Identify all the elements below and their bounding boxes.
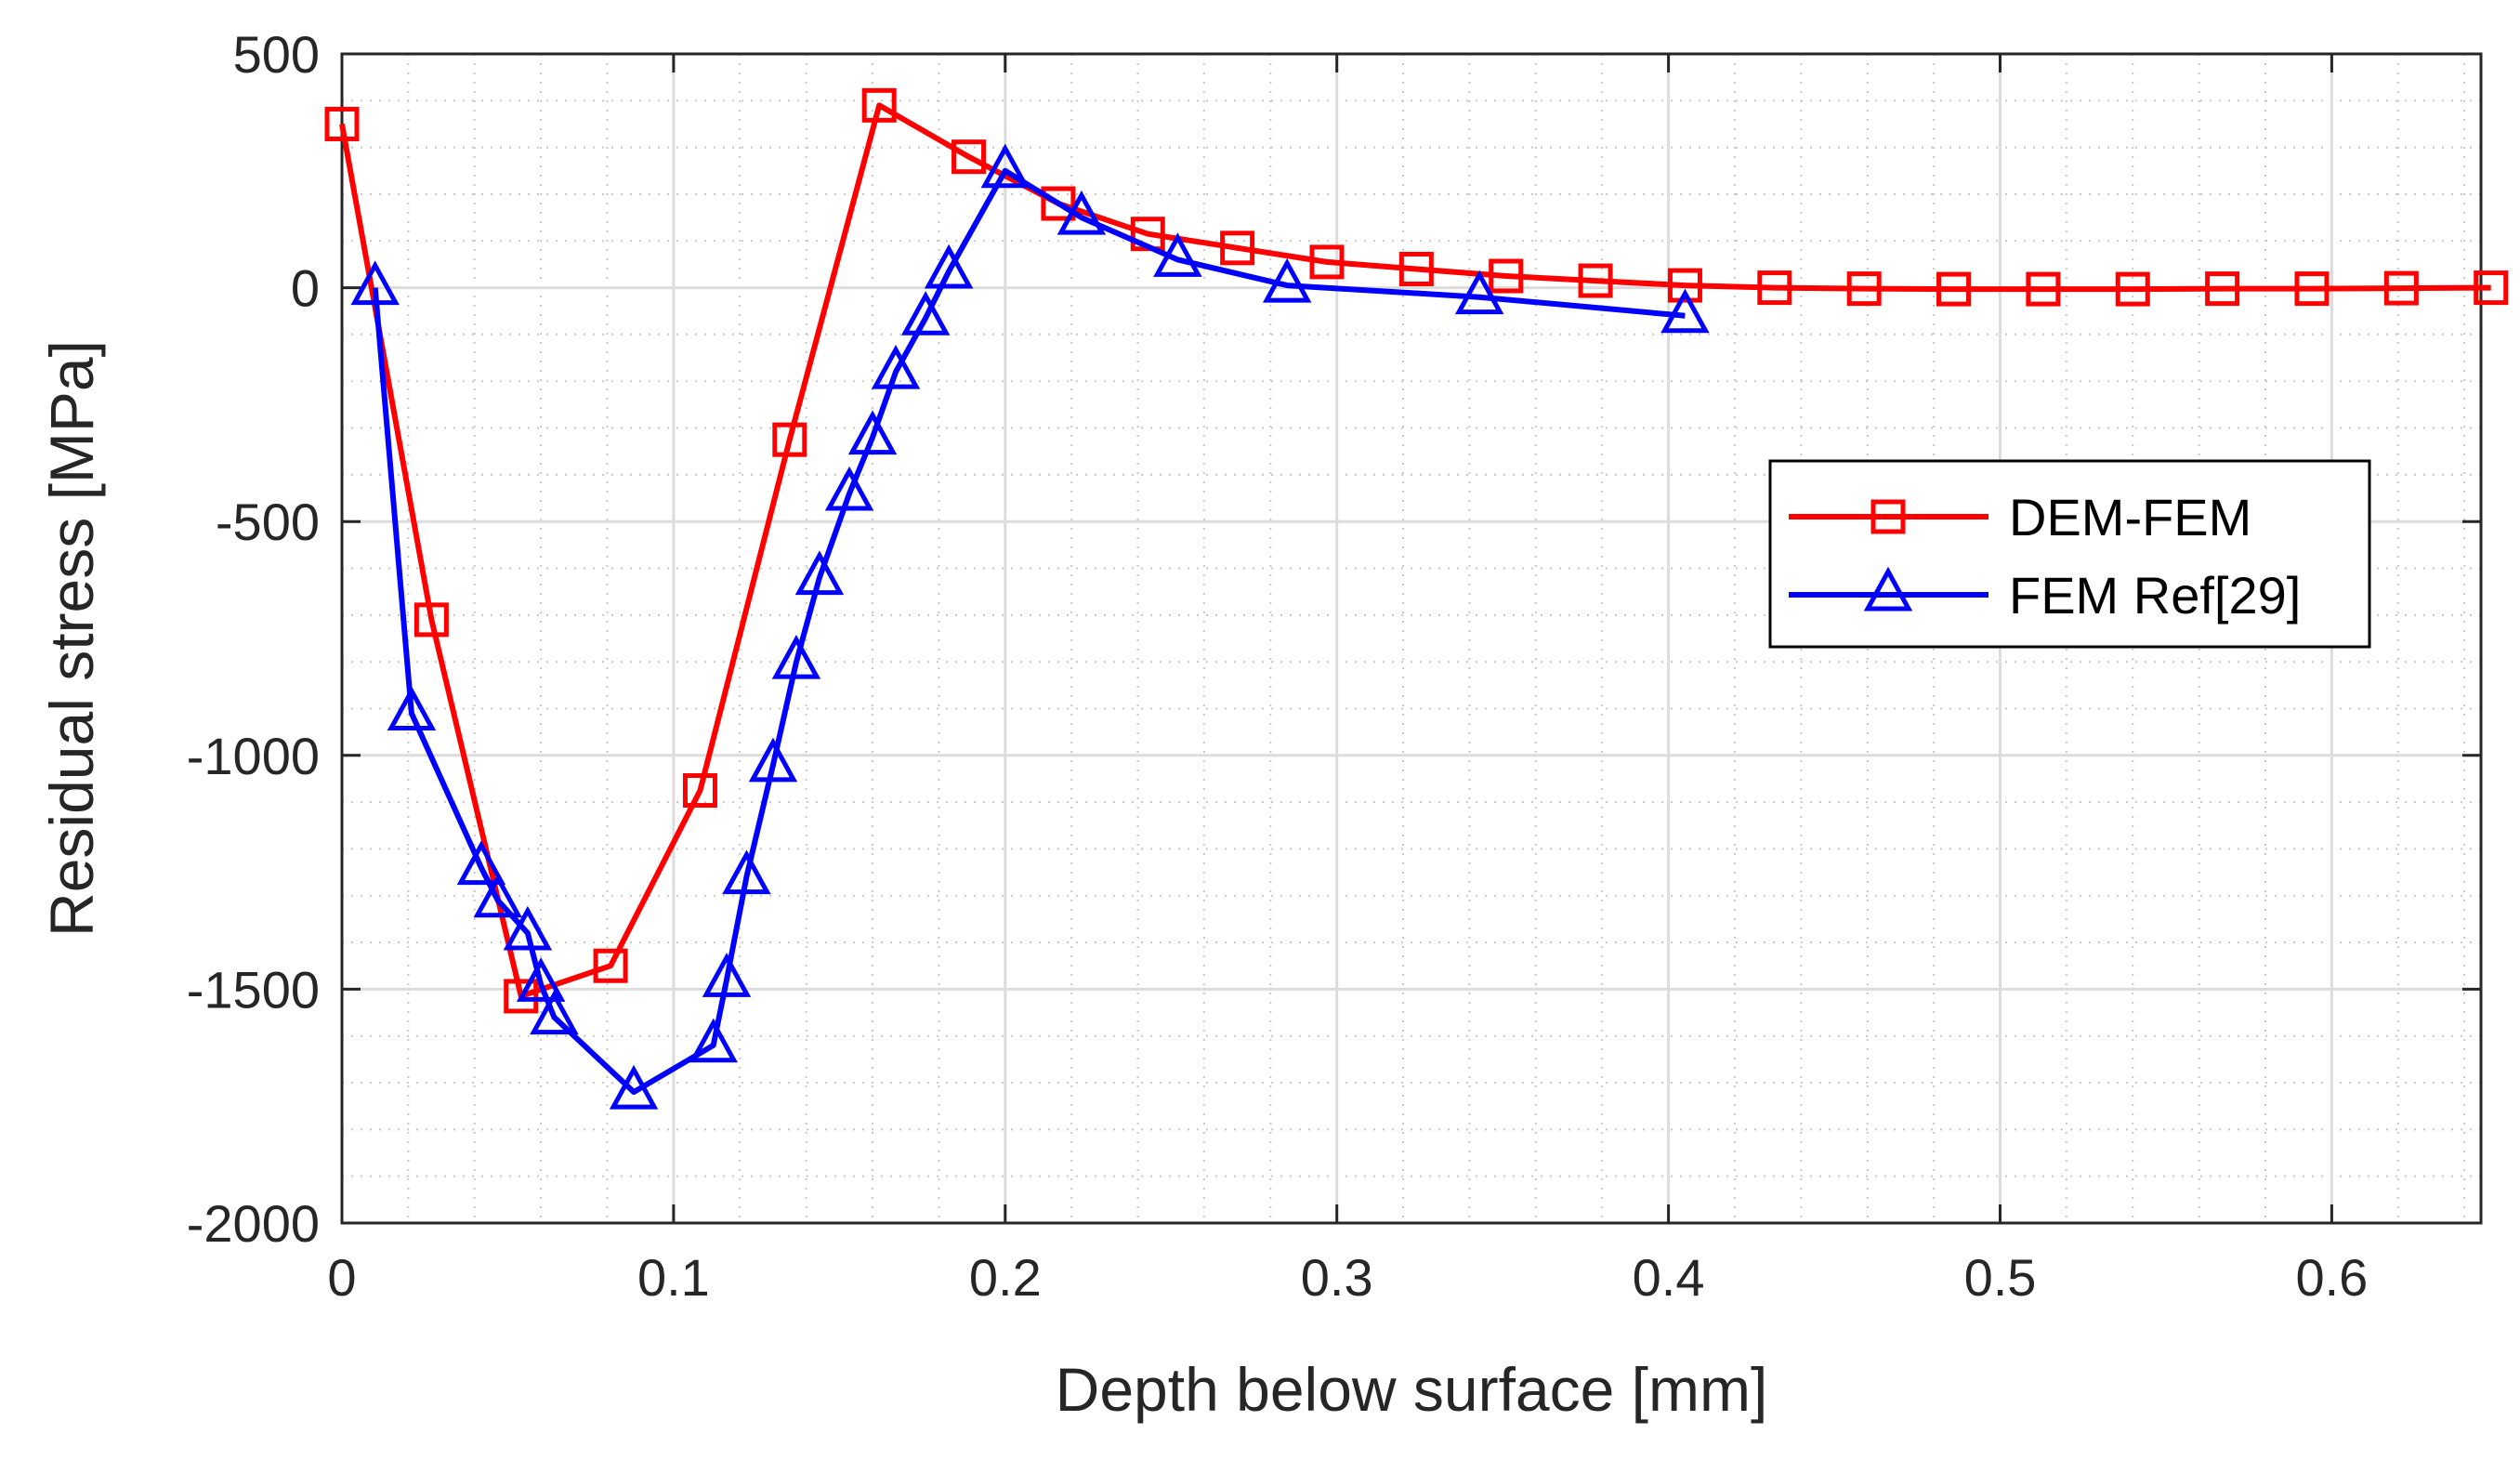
data-point-fem-ref-29 xyxy=(516,957,566,1002)
data-point-fem-ref-29 xyxy=(900,291,951,335)
series-dem-fem xyxy=(324,87,2509,1014)
x-tick-label: 0.4 xyxy=(1633,1248,1705,1307)
y-tick-label: -1000 xyxy=(187,727,320,785)
data-point-dem-fem xyxy=(772,422,807,457)
data-point-dem-fem xyxy=(952,139,987,175)
data-point-fem-ref-29 xyxy=(748,737,798,783)
data-point-fem-ref-29 xyxy=(1660,288,1710,334)
data-point-fem-ref-29 xyxy=(503,905,553,951)
data-point-fem-ref-29 xyxy=(1262,257,1312,303)
series-fem-ref-29 xyxy=(350,143,1710,1110)
data-point-fem-ref-29 xyxy=(871,344,921,389)
data-series xyxy=(324,87,2509,1110)
y-tick-label: 0 xyxy=(291,259,320,318)
data-point-dem-fem xyxy=(1846,271,1882,307)
x-axis-title: Depth below surface [mm] xyxy=(1056,1355,1768,1424)
data-point-dem-fem xyxy=(1041,186,1076,221)
data-point-dem-fem xyxy=(1489,258,1524,294)
data-point-fem-ref-29 xyxy=(771,634,821,679)
data-point-fem-ref-29 xyxy=(847,410,898,455)
series-line-dem-fem xyxy=(339,102,2491,999)
data-point-fem-ref-29 xyxy=(456,840,506,886)
data-point-dem-fem xyxy=(413,602,449,638)
x-tick-label: 0.5 xyxy=(1964,1248,2037,1307)
data-point-dem-fem xyxy=(861,87,897,123)
data-point-dem-fem xyxy=(2474,270,2509,306)
y-tick-label: 500 xyxy=(233,25,320,84)
x-tick-label: 0.1 xyxy=(637,1248,710,1307)
y-tick-label: -500 xyxy=(216,493,320,551)
tick-labels: 0 0.1 0.2 0.3 0.4 0.5 0.6 500 0 -500 -1000 -1500 -20… xyxy=(187,25,2369,1307)
data-point-fem-ref-29 xyxy=(530,990,579,1035)
data-point-dem-fem xyxy=(1667,268,1702,303)
x-tick-label: 0.2 xyxy=(969,1248,1042,1307)
data-point-dem-fem xyxy=(1398,251,1434,286)
x-tick-label: 0.3 xyxy=(1301,1248,1373,1307)
data-point-fem-ref-29 xyxy=(794,550,845,596)
data-point-fem-ref-29 xyxy=(473,873,522,918)
data-point-dem-fem xyxy=(2294,271,2330,307)
data-point-fem-ref-29 xyxy=(924,243,974,289)
axes-box xyxy=(340,52,2483,1225)
data-point-fem-ref-29 xyxy=(1057,190,1107,235)
data-point-dem-fem xyxy=(1757,270,1792,306)
y-tick-label: -2000 xyxy=(187,1194,320,1253)
data-point-fem-ref-29 xyxy=(689,1018,738,1063)
data-point-fem-ref-29 xyxy=(722,849,771,895)
data-point-fem-ref-29 xyxy=(824,466,874,511)
x-tick-label: 0.6 xyxy=(2295,1248,2368,1307)
data-point-dem-fem xyxy=(1578,263,1613,298)
data-point-dem-fem xyxy=(504,979,539,1014)
legend-marker-dem-fem xyxy=(1870,499,1906,534)
y-axis-title: Residual stress [MPa] xyxy=(37,340,106,937)
data-point-dem-fem xyxy=(593,948,628,983)
x-tick-label: 0 xyxy=(327,1248,356,1307)
data-point-dem-fem xyxy=(2115,271,2150,307)
legend-marker-fem-ref xyxy=(1863,566,1913,612)
data-point-fem-ref-29 xyxy=(702,953,752,997)
legend-label-dem-fem: DEM-FEM xyxy=(2009,488,2251,546)
data-point-dem-fem xyxy=(324,106,360,141)
minor-grid xyxy=(342,54,2481,1223)
legend: DEM-FEM FEM Ref[29] xyxy=(1768,459,2371,649)
data-point-fem-ref-29 xyxy=(609,1064,659,1110)
series-line-fem-ref-29 xyxy=(372,167,1686,1096)
axes xyxy=(340,52,2483,1225)
legend-label-fem-ref: FEM Ref[29] xyxy=(2009,566,2301,625)
data-point-dem-fem xyxy=(682,773,717,809)
data-point-dem-fem xyxy=(2383,270,2419,306)
data-point-dem-fem xyxy=(1220,230,1255,266)
data-point-fem-ref-29 xyxy=(350,260,400,306)
data-point-fem-ref-29 xyxy=(1454,270,1504,315)
data-point-fem-ref-29 xyxy=(387,686,437,731)
y-tick-label: -1500 xyxy=(187,960,320,1019)
data-point-dem-fem xyxy=(1936,271,1972,307)
data-point-dem-fem xyxy=(2205,271,2240,307)
data-point-fem-ref-29 xyxy=(1153,232,1202,277)
data-point-dem-fem xyxy=(2026,271,2061,307)
legend-box xyxy=(1768,459,2371,649)
data-point-fem-ref-29 xyxy=(980,143,1030,189)
data-point-dem-fem xyxy=(1309,244,1345,280)
